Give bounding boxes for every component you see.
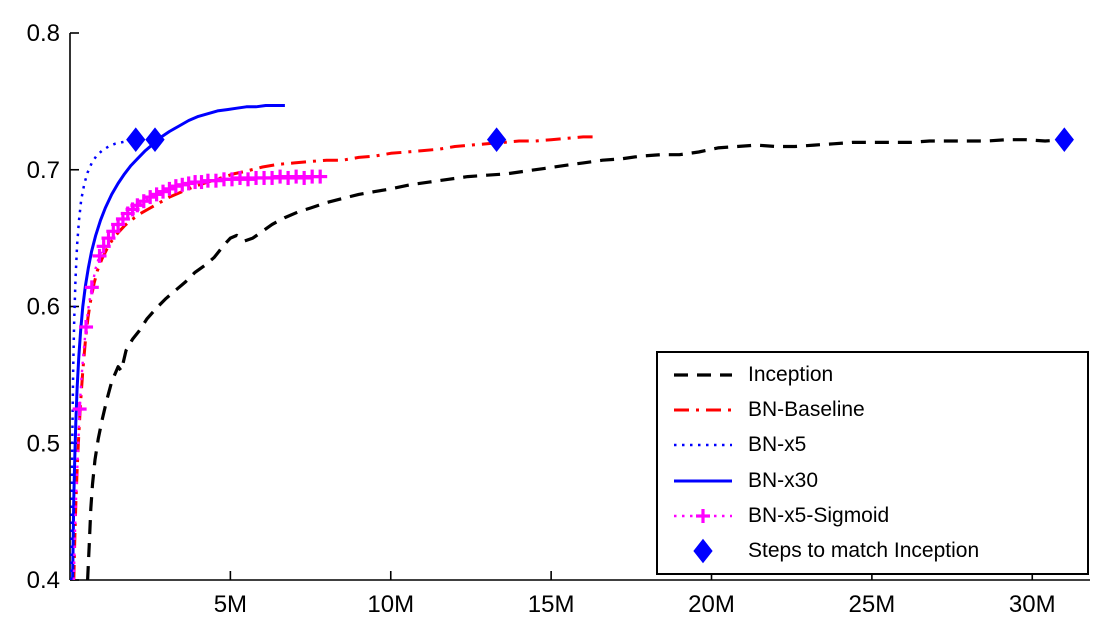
series-steps-to-match-inception	[126, 127, 1074, 152]
legend-label-steps-to-match: Steps to match Inception	[748, 539, 980, 563]
legend-item-bn-x5: BN-x5	[658, 428, 1087, 462]
series-line-bn-x30	[71, 104, 285, 581]
legend-box: Inception BN-Baseline BN-x5 BN-x30 BN-x5…	[656, 351, 1089, 575]
series-bn-x5-sigmoid	[72, 169, 328, 581]
x-tick-label: 15M	[528, 591, 575, 618]
legend-item-inception: Inception	[658, 358, 1087, 392]
y-tick-label: 0.4	[27, 567, 60, 594]
y-tick-label: 0.6	[27, 294, 60, 321]
series-line-inception	[86, 138, 1081, 581]
legend-label-bn-baseline: BN-Baseline	[748, 397, 865, 421]
legend-item-bn-x30: BN-x30	[658, 464, 1087, 498]
bn-x5-dotted-line-icon	[674, 444, 732, 447]
series-line-bn-baseline	[72, 135, 596, 581]
diamond-marker	[486, 127, 507, 152]
diamond-marker	[145, 127, 165, 152]
legend-label-bn-x5: BN-x5	[748, 433, 807, 457]
series-bn-x30	[71, 104, 285, 581]
x-tick-label: 10M	[367, 591, 414, 618]
bn-baseline-dashdot-line-icon	[674, 408, 732, 412]
legend-item-bn-baseline: BN-Baseline	[658, 393, 1087, 427]
legend-label-bn-x30: BN-x30	[748, 468, 819, 492]
series-inception	[86, 138, 1081, 581]
y-tick-label: 0.5	[27, 430, 60, 457]
inception-dashed-line-icon	[674, 373, 732, 377]
diamond-marker	[693, 538, 713, 564]
legend-label-bn-x5-sigmoid: BN-x5-Sigmoid	[748, 503, 890, 527]
legend-label-inception: Inception	[748, 362, 834, 386]
series-bn-baseline	[72, 135, 596, 581]
y-tick-label: 0.8	[27, 20, 60, 47]
y-tick-label: 0.7	[27, 157, 60, 184]
bn-x5-sigmoid-plus-line-icon	[674, 508, 732, 523]
x-tick-label: 20M	[688, 591, 735, 618]
steps-to-match-diamond-icon	[693, 538, 713, 564]
x-tick-label: 25M	[849, 591, 896, 618]
legend-item-bn-x5-sigmoid: BN-x5-Sigmoid	[658, 499, 1087, 533]
x-tick-label: 30M	[1009, 591, 1056, 618]
diamond-marker	[1054, 127, 1074, 152]
bn-x30-solid-line-icon	[674, 479, 732, 483]
diamond-marker	[126, 127, 146, 152]
x-tick-label: 5M	[214, 591, 247, 618]
legend-item-steps-to-match: Steps to match Inception	[658, 534, 1087, 568]
